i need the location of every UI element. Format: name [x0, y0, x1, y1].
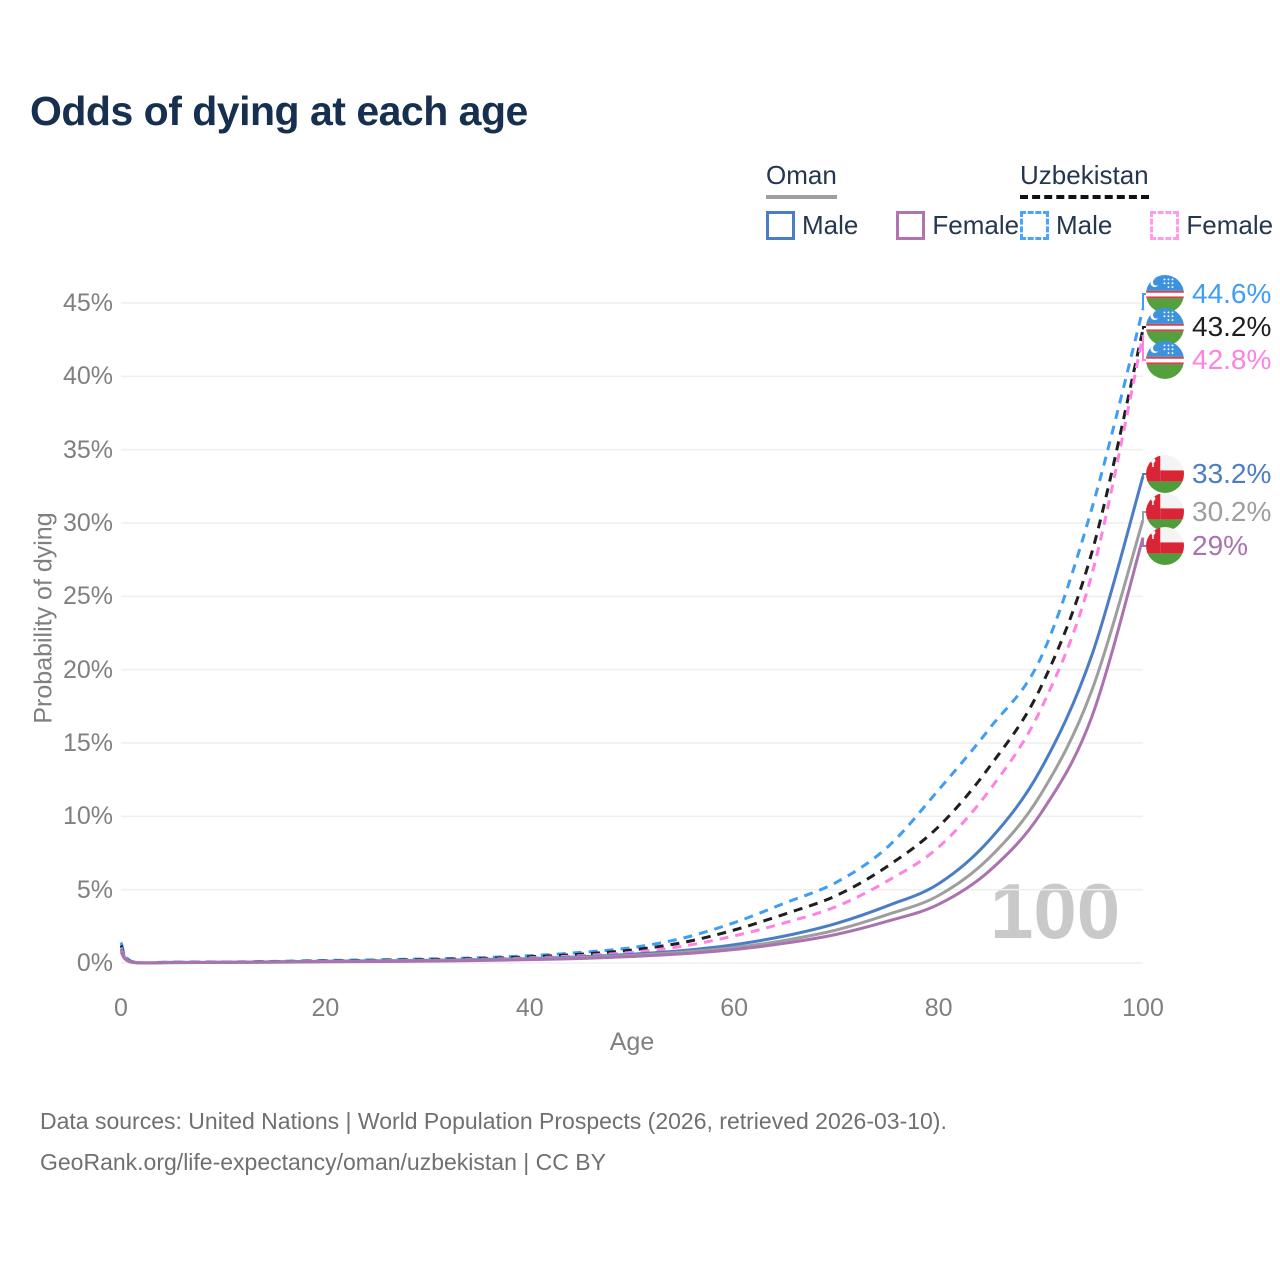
y-tick-label: 35%	[62, 435, 113, 464]
y-tick-label: 25%	[62, 582, 113, 611]
footer-attribution: GeoRank.org/life-expectancy/oman/uzbekis…	[40, 1149, 606, 1175]
legend-group-title-uzbekistan: Uzbekistan	[1020, 160, 1149, 199]
x-tick-label: 0	[114, 994, 128, 1022]
end-label-uzbekistan: 43.2%	[1146, 308, 1271, 346]
end-label-uzbekistan-female: 42.8%	[1146, 341, 1271, 379]
uzbekistan-flag-icon	[1146, 275, 1184, 313]
legend-swatch-oman-female[interactable]	[896, 211, 926, 240]
x-tick-label: 80	[924, 994, 953, 1022]
end-label-value: 33.2%	[1192, 458, 1272, 489]
plot-area	[119, 293, 1146, 965]
y-tick-label: 15%	[62, 729, 113, 757]
uzbekistan-flag-icon	[1146, 308, 1184, 346]
end-label-value: 42.8%	[1192, 344, 1272, 375]
end-label-oman-female: 29%	[1146, 527, 1248, 565]
oman-flag-icon	[1146, 527, 1184, 565]
series-line-oman-female	[119, 537, 1145, 965]
end-label-connector	[1142, 473, 1146, 477]
legend-group-title-oman: Oman	[766, 160, 837, 199]
series-line-uzbekistan	[119, 329, 1145, 965]
y-tick-label: 5%	[76, 875, 113, 904]
legend-item-oman-male[interactable]: Male	[766, 210, 858, 241]
x-tick-label: 20	[311, 994, 340, 1022]
end-label-connector	[1142, 326, 1146, 330]
legend-swatch-uzbekistan-female[interactable]	[1150, 211, 1180, 240]
end-label-uzbekistan-male: 44.6%	[1146, 275, 1271, 313]
x-axis-title: Age	[609, 1028, 655, 1056]
series-line-uzbekistan-male	[119, 308, 1145, 965]
end-label-connector	[1142, 335, 1146, 361]
legend-item-oman-female[interactable]: Female	[896, 210, 1019, 241]
page-title: Odds of dying at each age	[30, 88, 528, 134]
x-tick-label: 100	[1122, 994, 1164, 1022]
legend-group-uzbekistan: Uzbekistan Male Female	[1020, 160, 1273, 241]
end-label-value: 43.2%	[1192, 311, 1272, 342]
end-label-value: 30.2%	[1192, 496, 1272, 527]
legend-swatch-oman-male[interactable]	[766, 211, 795, 240]
legend-label-oman-male: Male	[802, 210, 859, 240]
end-label-connector	[1142, 293, 1146, 309]
y-tick-label: 0%	[76, 949, 113, 977]
series-line-oman	[119, 519, 1145, 965]
oman-flag-icon	[1146, 493, 1184, 531]
y-tick-label: 40%	[62, 362, 113, 391]
end-label-connector	[1142, 511, 1146, 521]
x-tick-label: 60	[720, 994, 749, 1022]
y-axis-title: Probability of dying	[29, 512, 58, 724]
end-label-oman: 30.2%	[1146, 493, 1271, 531]
legend-item-uzbekistan-female[interactable]: Female	[1150, 210, 1273, 241]
y-tick-label: 30%	[62, 509, 113, 537]
legend-label-uzbekistan-female: Female	[1186, 210, 1274, 240]
legend-group-oman: Oman Male Female	[766, 160, 1019, 241]
end-label-value: 29%	[1192, 530, 1249, 561]
legend-item-uzbekistan-male[interactable]: Male	[1020, 210, 1112, 241]
legend-label-oman-female: Female	[932, 210, 1020, 240]
end-label-value: 44.6%	[1192, 278, 1272, 309]
end-label-connector	[1142, 537, 1146, 547]
watermark-text: 100	[990, 867, 1121, 955]
uzbekistan-flag-icon	[1146, 341, 1184, 379]
footer-data-sources: Data sources: United Nations | World Pop…	[40, 1108, 947, 1134]
legend-swatch-uzbekistan-male[interactable]	[1020, 211, 1049, 240]
y-tick-label: 20%	[62, 655, 113, 684]
y-tick-label: 10%	[62, 802, 113, 831]
x-tick-label: 40	[515, 994, 544, 1022]
oman-flag-icon	[1146, 455, 1184, 493]
end-label-oman-male: 33.2%	[1146, 455, 1271, 493]
legend-label-uzbekistan-male: Male	[1056, 210, 1113, 240]
y-tick-label: 45%	[62, 289, 113, 317]
